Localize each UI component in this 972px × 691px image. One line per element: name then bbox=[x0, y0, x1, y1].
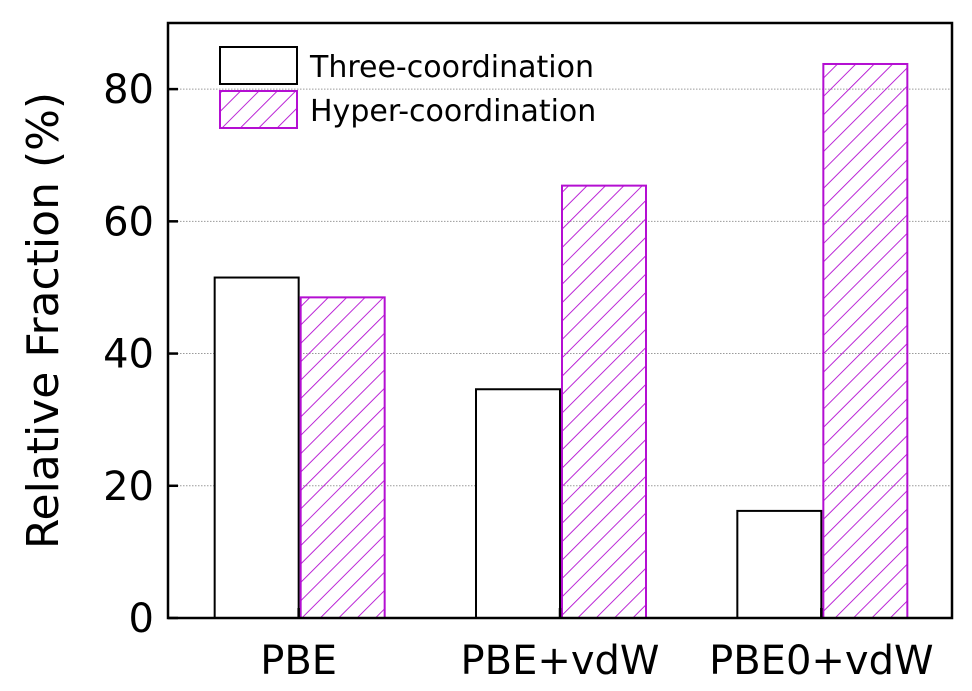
legend-label: Three-coordination bbox=[309, 50, 594, 85]
legend: Three-coordination Hyper-coordination bbox=[219, 46, 596, 129]
x-tick-label: PBE+vdW bbox=[461, 638, 660, 684]
y-tick-label: 20 bbox=[103, 464, 154, 510]
y-tick-label: 0 bbox=[129, 596, 154, 642]
y-axis-title: Relative Fraction (%) bbox=[18, 92, 69, 549]
x-tick-label: PBE0+vdW bbox=[709, 638, 933, 684]
y-tick-label: 40 bbox=[103, 332, 154, 378]
legend-swatch bbox=[219, 46, 298, 85]
y-tick-label: 60 bbox=[103, 199, 154, 245]
bar-three-coordination bbox=[213, 276, 300, 619]
bar-three-coordination bbox=[475, 388, 561, 619]
bars bbox=[213, 62, 909, 619]
bar-hyper-coordination bbox=[822, 62, 909, 619]
bar-hyper-coordination bbox=[561, 184, 647, 619]
legend-label: Hyper-coordination bbox=[310, 94, 596, 129]
legend-swatch bbox=[219, 90, 298, 129]
bar-hyper-coordination bbox=[299, 296, 386, 619]
bar-three-coordination bbox=[736, 509, 823, 619]
axis-ticks: 0 20 40 60 80 PBE PBE+vdW PBE0+vdW bbox=[103, 67, 933, 684]
y-tick-label: 80 bbox=[103, 67, 154, 113]
x-tick-label: PBE bbox=[260, 638, 337, 684]
